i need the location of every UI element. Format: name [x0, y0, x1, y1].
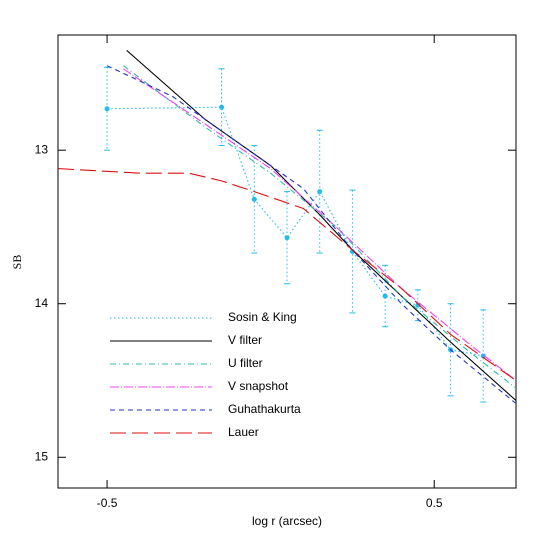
legend-label: Guhathakurta: [228, 402, 301, 416]
y-tick-label: 15: [35, 449, 49, 463]
marker: [284, 235, 290, 241]
series-line: [107, 106, 484, 357]
series-line: [57, 168, 517, 381]
series-line: [106, 65, 517, 404]
series-line: [123, 68, 517, 381]
marker: [317, 189, 323, 195]
plot-frame: [57, 34, 517, 489]
marker: [415, 302, 421, 308]
marker: [104, 106, 110, 112]
series-line: [126, 49, 517, 401]
marker: [349, 249, 355, 255]
marker: [219, 104, 225, 110]
legend-label: Sosin & King: [228, 310, 297, 324]
x-tick-label: -0.5: [97, 496, 118, 510]
y-axis-label: SB: [10, 255, 24, 270]
x-axis-label: log r (arcsec): [252, 514, 322, 528]
marker: [251, 196, 257, 202]
y-tick-label: 14: [35, 296, 49, 310]
x-tick-label: 0.5: [426, 496, 443, 510]
legend-label: Lauer: [228, 425, 259, 439]
legend-label: U filter: [228, 356, 263, 370]
y-tick-label: 13: [35, 142, 49, 156]
legend-label: V filter: [228, 333, 262, 347]
marker: [480, 353, 486, 359]
legend-label: V snapshot: [228, 379, 289, 393]
series-line: [123, 65, 517, 389]
marker: [382, 293, 388, 299]
